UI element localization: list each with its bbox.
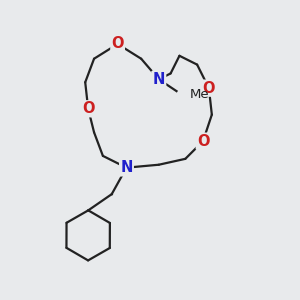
Text: N: N [153, 72, 165, 87]
Text: Me: Me [190, 88, 209, 100]
Text: N: N [120, 160, 133, 175]
Text: O: O [197, 134, 209, 149]
Text: N: N [153, 72, 165, 87]
Text: N: N [120, 160, 133, 175]
Text: O: O [202, 81, 215, 96]
Text: O: O [82, 101, 94, 116]
Text: O: O [111, 37, 124, 52]
